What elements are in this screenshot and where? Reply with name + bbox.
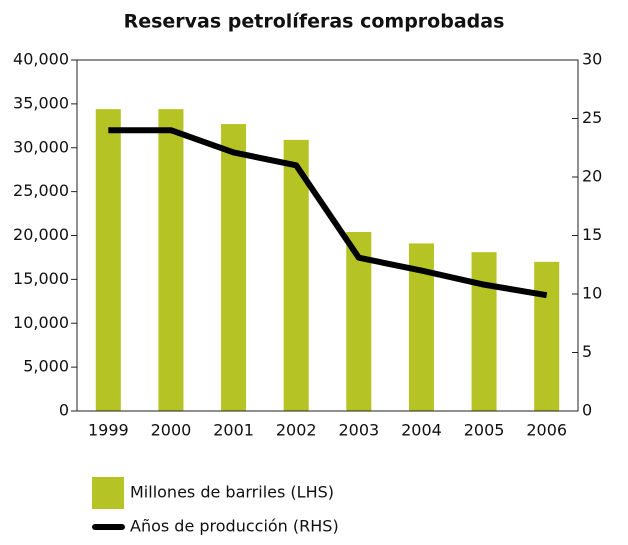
bar [534,261,560,411]
y-tick-label: 10,000 [13,313,69,332]
legend-label: Años de producción (RHS) [130,517,339,536]
bar [158,109,184,411]
x-tick-label: 2004 [401,421,442,440]
y-tick-label: 40,000 [13,50,69,69]
y-tick-label: 30,000 [13,137,69,156]
y-tick-label: 25,000 [13,181,69,200]
y-tick-label: 5,000 [23,357,69,376]
legend-label: Millones de barriles (LHS) [130,483,334,502]
y-tick-label: 15,000 [13,269,69,288]
legend-swatch [92,477,124,509]
y-tick-label: 35,000 [13,93,69,112]
x-tick-label: 2006 [526,421,567,440]
y2-tick-label: 10 [582,284,602,303]
x-tick-label: 2002 [276,421,317,440]
bar [471,252,497,411]
x-tick-label: 2003 [338,421,379,440]
y2-tick-label: 0 [582,401,592,420]
x-tick-label: 2000 [151,421,192,440]
y2-tick-label: 30 [582,50,602,69]
chart-title: Reservas petrolíferas comprobadas [124,11,505,33]
bar [95,109,121,411]
y-tick-label: 0 [59,401,69,420]
line [108,127,548,299]
x-tick-label: 2001 [213,421,254,440]
y2-tick-label: 25 [582,108,602,127]
x-tick-label: 1999 [88,421,129,440]
y2-tick-label: 20 [582,167,602,186]
bar [283,139,309,412]
y2-tick-label: 5 [582,342,592,361]
y2-tick-label: 15 [582,225,602,244]
plot-frame [76,59,579,412]
x-tick-label: 2005 [464,421,505,440]
y-tick-label: 20,000 [13,225,69,244]
bar [221,124,247,412]
